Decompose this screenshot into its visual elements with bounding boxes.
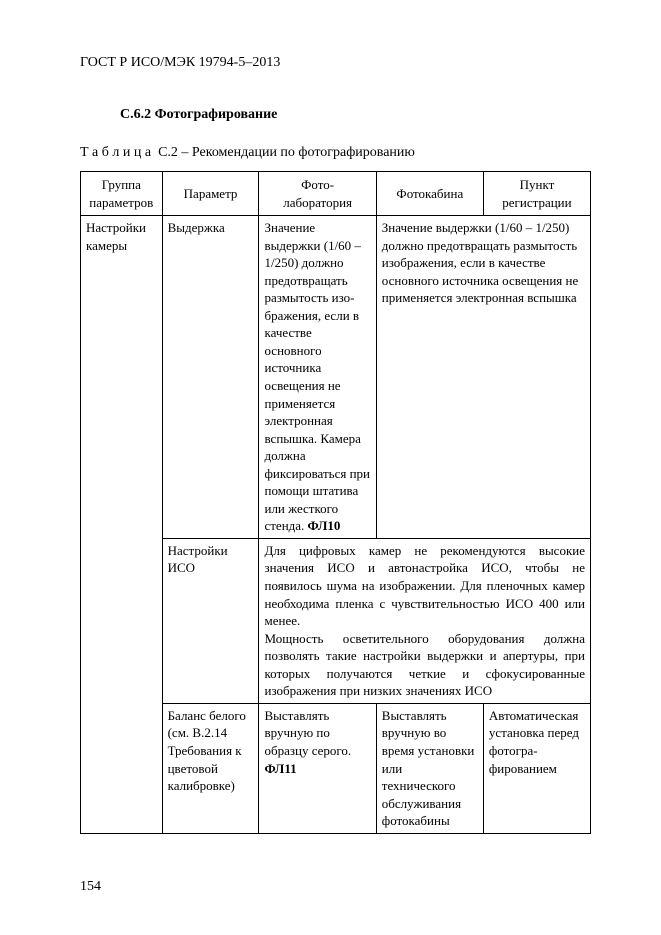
cell-lab-text: Выставлять вручную по образцу серого. <box>264 708 351 758</box>
cell-lab-bold: ФЛ11 <box>264 761 296 776</box>
table-header-row: Группа параметров Параметр Фото- лаборат… <box>81 172 591 216</box>
col-group-l1: Группа <box>102 177 141 192</box>
cell-booth: Выставлять вручную во время установки ил… <box>376 703 483 833</box>
col-group-l2: параметров <box>89 195 153 210</box>
document-page: ГОСТ Р ИСО/МЭК 19794-5–2013 С.6.2 Фотогр… <box>0 0 661 935</box>
col-lab-l2: лаборатория <box>283 195 352 210</box>
col-param: Параметр <box>162 172 259 216</box>
cell-lab-bold: ФЛ10 <box>308 518 341 533</box>
cell-param: Выдержка <box>162 216 259 539</box>
cell-lab-booth-reg-merged: Для цифровых камер не рекомендуются высо… <box>259 538 591 703</box>
cell-lab-text: Значение выдержки (1/60 – 1/250) должно … <box>264 220 370 533</box>
col-group: Группа параметров <box>81 172 163 216</box>
section-heading: С.6.2 Фотографирование <box>120 107 591 123</box>
cell-lab: Выставлять вручную по образцу серого. ФЛ… <box>259 703 376 833</box>
cell-param: Настройки ИСО <box>162 538 259 703</box>
table-row: Настройки камеры Выдержка Значение выдер… <box>81 216 591 539</box>
cell-lab: Значение выдержки (1/60 – 1/250) должно … <box>259 216 376 539</box>
cell-group: Настройки камеры <box>81 216 163 834</box>
recommendations-table: Группа параметров Параметр Фото- лаборат… <box>80 171 591 834</box>
col-reg-l2: регистрации <box>502 195 571 210</box>
col-reg-l1: Пункт <box>520 177 555 192</box>
cell-booth-reg-merged: Значение выдержки (1/60 – 1/250) должно … <box>376 216 590 539</box>
table-caption-label: С.2 – Рекомендации по фотографированию <box>158 145 415 160</box>
table-caption-prefix: Т а б л и ц а <box>80 145 151 160</box>
table-caption: Т а б л и ц а С.2 – Рекомендации по фото… <box>80 145 591 161</box>
cell-param: Баланс белого (см. В.2.14 Требования к ц… <box>162 703 259 833</box>
col-reg: Пункт регистрации <box>483 172 590 216</box>
col-lab-l1: Фото- <box>301 177 334 192</box>
document-code: ГОСТ Р ИСО/МЭК 19794-5–2013 <box>80 55 591 71</box>
col-booth: Фотокабина <box>376 172 483 216</box>
col-lab: Фото- лаборатория <box>259 172 376 216</box>
page-number: 154 <box>80 879 101 895</box>
cell-reg: Автоматическая установка перед фотогра­ф… <box>483 703 590 833</box>
